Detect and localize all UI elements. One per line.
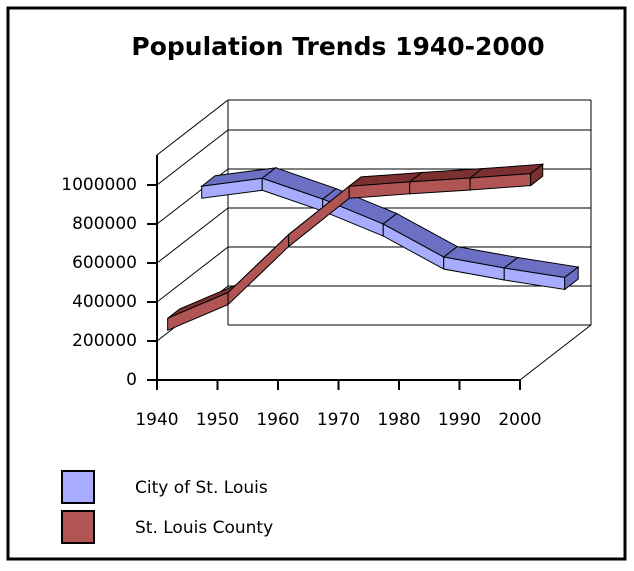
x-tick-label: 1970 [317,410,360,430]
x-tick-label: 2000 [498,410,541,430]
x-tick-label: 1940 [135,410,178,430]
legend-swatch [61,470,95,504]
grid-line [156,207,229,264]
grid-line [156,246,229,303]
y-tick-label: 0 [126,370,137,390]
y-tick-label: 800000 [72,214,137,234]
wall-edge [156,99,229,156]
x-tick-label: 1990 [438,410,481,430]
grid-line [156,129,229,186]
chart-title: Population Trends 1940-2000 [131,32,544,61]
ribbon-end [530,163,544,187]
y-tick-label: 600000 [72,253,137,273]
x-tick-label: 1980 [377,410,420,430]
wall-edge [519,324,592,381]
legend-label: St. Louis County [135,518,273,538]
y-tick-label: 200000 [72,331,137,351]
y-tick-label: 1000000 [61,175,137,195]
legend-swatch [61,510,95,544]
x-tick-label: 1960 [256,410,299,430]
y-tick-label: 400000 [72,292,137,312]
x-tick-label: 1950 [196,410,239,430]
ribbon-end [564,265,579,291]
legend-label: City of St. Louis [135,478,268,498]
